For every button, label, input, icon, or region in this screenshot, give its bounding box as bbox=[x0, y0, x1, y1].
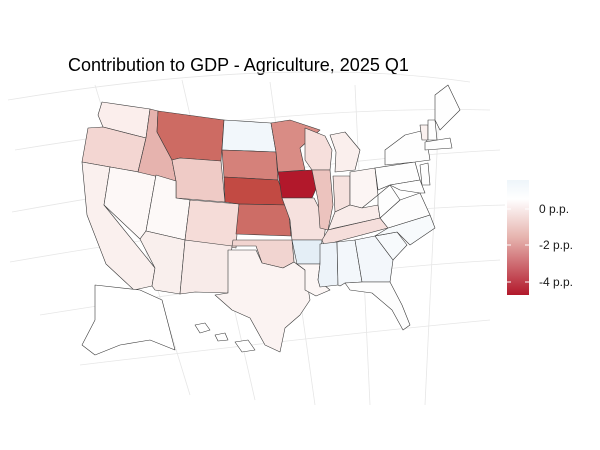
state-KS[interactable] bbox=[235, 203, 292, 237]
map-title: Contribution to GDP - Agriculture, 2025 … bbox=[68, 55, 409, 75]
legend-label-minus2: -2 p.p. bbox=[539, 238, 573, 252]
state-OH[interactable] bbox=[349, 167, 379, 209]
legend-colorbar bbox=[507, 180, 529, 295]
state-MD[interactable] bbox=[389, 179, 426, 194]
state-WI[interactable] bbox=[304, 127, 333, 171]
state-MS[interactable] bbox=[317, 241, 339, 288]
state-ND[interactable] bbox=[221, 119, 277, 153]
legend-label-minus4: -4 p.p. bbox=[539, 275, 573, 289]
state-MA[interactable] bbox=[424, 137, 453, 151]
state-TX[interactable] bbox=[214, 249, 311, 353]
state-NY[interactable] bbox=[384, 129, 431, 166]
state-NM[interactable] bbox=[179, 239, 233, 295]
state-NH[interactable] bbox=[427, 119, 438, 141]
state-WV[interactable] bbox=[377, 184, 401, 219]
state-AR[interactable] bbox=[291, 239, 323, 265]
state-WY[interactable] bbox=[171, 157, 226, 203]
state-CO[interactable] bbox=[184, 199, 240, 249]
state-AK[interactable] bbox=[81, 284, 176, 356]
state-HI[interactable] bbox=[194, 322, 256, 353]
state-MI[interactable] bbox=[329, 131, 361, 173]
legend-label-0: 0 p.p. bbox=[539, 202, 569, 216]
state-KY[interactable] bbox=[327, 204, 381, 231]
state-NE[interactable] bbox=[223, 176, 289, 206]
legend: 0 p.p. -2 p.p. -4 p.p. bbox=[507, 180, 573, 295]
state-SD[interactable] bbox=[221, 149, 279, 181]
state-ME[interactable] bbox=[434, 84, 461, 131]
states-layer bbox=[81, 84, 461, 356]
state-FL[interactable] bbox=[344, 281, 411, 331]
state-NJ[interactable] bbox=[419, 162, 431, 186]
